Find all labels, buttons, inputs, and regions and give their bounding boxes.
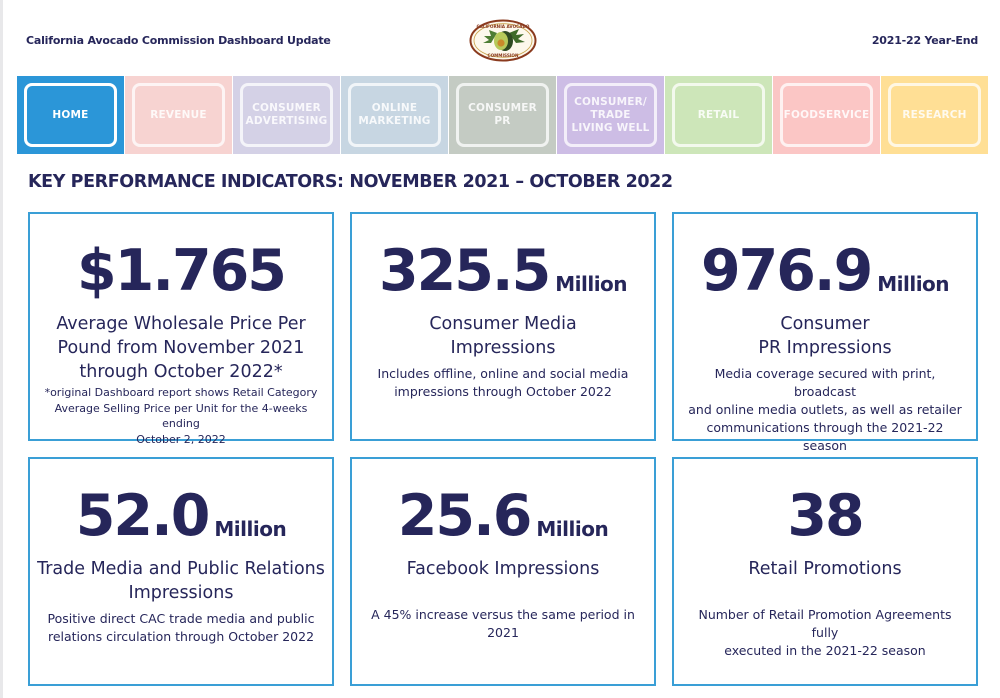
svg-text:COMMISSION: COMMISSION bbox=[488, 53, 519, 58]
kpi-unit: Million bbox=[877, 272, 950, 296]
kpi-card-trade-media: 52.0 Million Trade Media and Public Rela… bbox=[28, 457, 334, 686]
kpi-description: A 45% increase versus the same period in… bbox=[371, 607, 635, 640]
nav-tile-label: ONLINE MARKETING bbox=[358, 102, 431, 127]
kpi-description: Includes offline, online and social medi… bbox=[377, 366, 629, 399]
nav-tile-frame: RETAIL bbox=[672, 83, 765, 147]
kpi-card-retail-promotions: 38 Retail Promotions Number of Retail Pr… bbox=[672, 457, 978, 686]
section-nav: HOME REVENUE CONSUMER ADVERTISING ONLINE… bbox=[17, 76, 988, 154]
kpi-card-consumer-pr: 976.9 Million Consumer PR Impressions Me… bbox=[672, 212, 978, 453]
kpi-unit: Million bbox=[214, 517, 287, 541]
nav-tile-frame: ONLINE MARKETING bbox=[348, 83, 441, 147]
kpi-value: 52.0 bbox=[75, 483, 211, 549]
nav-tile-research[interactable]: RESEARCH bbox=[881, 76, 988, 154]
kpi-value: 38 bbox=[787, 483, 864, 549]
kpi-metric: 52.0 Million bbox=[30, 477, 332, 547]
kpi-label: Retail Promotions bbox=[748, 559, 902, 579]
nav-tile-label: RETAIL bbox=[697, 108, 740, 121]
kpi-value: 25.6 bbox=[397, 483, 533, 549]
nav-tile-revenue[interactable]: REVENUE bbox=[125, 76, 232, 154]
kpi-value: $1.765 bbox=[77, 238, 287, 304]
kpi-metric: 38 bbox=[674, 477, 976, 547]
kpi-value: 325.5 bbox=[378, 238, 551, 304]
kpi-card-consumer-media: 325.5 Million Consumer Media Impressions… bbox=[350, 212, 656, 441]
nav-tile-label: RESEARCH bbox=[902, 108, 967, 121]
kpi-description: *original Dashboard report shows Retail … bbox=[44, 386, 318, 446]
kpi-label: Consumer Media Impressions bbox=[429, 314, 577, 358]
kpi-label: Average Wholesale Price Per Pound from N… bbox=[56, 314, 306, 382]
nav-tile-frame: HOME bbox=[24, 83, 117, 147]
kpi-unit: Million bbox=[536, 517, 609, 541]
nav-tile-online-marketing[interactable]: ONLINE MARKETING bbox=[341, 76, 448, 154]
nav-tile-label: CONSUMER/ TRADE LIVING WELL bbox=[571, 95, 650, 134]
kpi-description: Media coverage secured with print, broad… bbox=[688, 366, 962, 453]
kpi-label: Trade Media and Public Relations Impress… bbox=[37, 559, 325, 603]
nav-tile-label: CONSUMER PR bbox=[468, 102, 537, 127]
kpi-metric: 976.9 Million bbox=[674, 232, 976, 302]
nav-tile-label: HOME bbox=[52, 108, 89, 121]
nav-tile-consumer-advertising[interactable]: CONSUMER ADVERTISING bbox=[233, 76, 340, 154]
kpi-section-title: KEY PERFORMANCE INDICATORS: NOVEMBER 202… bbox=[28, 172, 673, 192]
nav-tile-frame: CONSUMER/ TRADE LIVING WELL bbox=[564, 83, 657, 147]
kpi-metric: $1.765 bbox=[30, 232, 332, 302]
nav-tile-frame: FOODSERVICE bbox=[780, 83, 873, 147]
kpi-description: Number of Retail Promotion Agreements fu… bbox=[698, 607, 952, 658]
nav-tile-frame: RESEARCH bbox=[888, 83, 981, 147]
nav-tile-frame: REVENUE bbox=[132, 83, 225, 147]
kpi-description: Positive direct CAC trade media and publ… bbox=[47, 611, 315, 644]
svg-text:CALIFORNIA AVOCADO: CALIFORNIA AVOCADO bbox=[477, 24, 530, 29]
kpi-label: Consumer PR Impressions bbox=[758, 314, 892, 358]
kpi-card-wholesale-price: $1.765 Average Wholesale Price Per Pound… bbox=[28, 212, 334, 446]
kpi-metric: 25.6 Million bbox=[352, 477, 654, 547]
dashboard-title: California Avocado Commission Dashboard … bbox=[26, 34, 331, 47]
period-label: 2021-22 Year-End bbox=[871, 34, 978, 47]
nav-tile-foodservice[interactable]: FOODSERVICE bbox=[773, 76, 880, 154]
page-left-border bbox=[0, 0, 3, 698]
kpi-metric: 325.5 Million bbox=[352, 232, 654, 302]
nav-tile-label: FOODSERVICE bbox=[783, 108, 870, 121]
kpi-unit: Million bbox=[555, 272, 628, 296]
avocado-logo-icon: CALIFORNIA AVOCADO COMMISSION bbox=[469, 19, 537, 62]
nav-tile-living-well[interactable]: CONSUMER/ TRADE LIVING WELL bbox=[557, 76, 664, 154]
nav-tile-frame: CONSUMER ADVERTISING bbox=[240, 83, 333, 147]
kpi-value: 976.9 bbox=[700, 238, 873, 304]
nav-tile-label: CONSUMER ADVERTISING bbox=[245, 102, 328, 127]
nav-tile-label: REVENUE bbox=[150, 108, 207, 121]
kpi-label: Facebook Impressions bbox=[406, 559, 600, 579]
nav-tile-consumer-pr[interactable]: CONSUMER PR bbox=[449, 76, 556, 154]
kpi-card-facebook: 25.6 Million Facebook Impressions A 45% … bbox=[350, 457, 656, 686]
nav-tile-home[interactable]: HOME bbox=[17, 76, 124, 154]
nav-tile-retail[interactable]: RETAIL bbox=[665, 76, 772, 154]
nav-tile-frame: CONSUMER PR bbox=[456, 83, 549, 147]
